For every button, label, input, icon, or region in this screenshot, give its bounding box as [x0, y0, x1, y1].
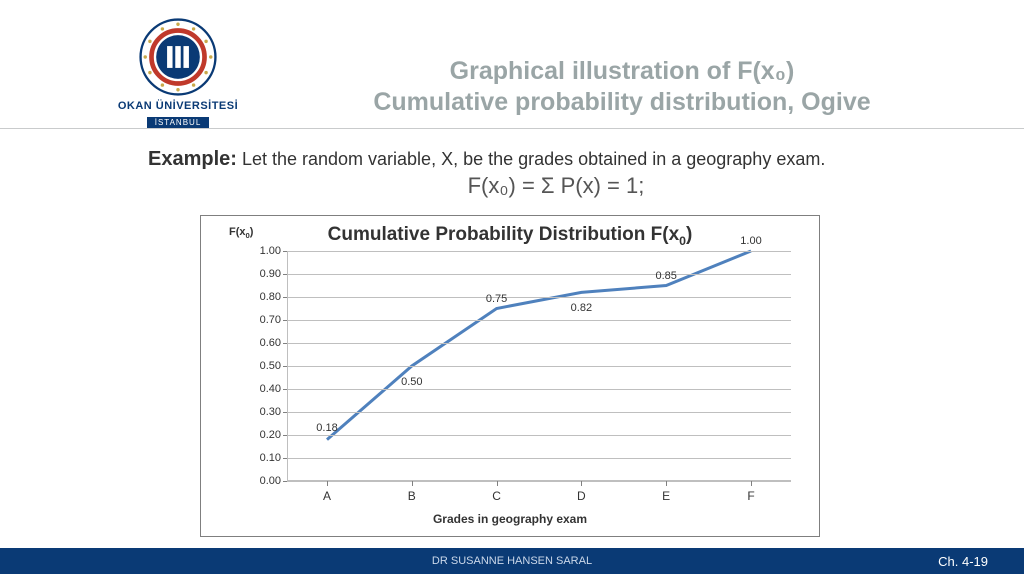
data-label: 1.00	[740, 235, 761, 247]
example-block: Example: Let the random variable, X, be …	[148, 148, 964, 199]
y-tick-label: 0.00	[260, 475, 281, 487]
y-tick-label: 0.40	[260, 383, 281, 395]
university-logo: OKAN ÜNİVERSİTESİ İSTANBUL	[98, 18, 258, 130]
data-label: 0.82	[571, 302, 592, 314]
example-text: Let the random variable, X, be the grade…	[242, 149, 825, 169]
y-tick-label: 0.80	[260, 291, 281, 303]
y-tick	[283, 366, 287, 367]
x-tick-label: A	[323, 489, 331, 503]
footer-author: DR SUSANNE HANSEN SARAL	[432, 555, 592, 567]
y-tick	[283, 389, 287, 390]
x-tick-label: D	[577, 489, 586, 503]
y-tick-label: 0.70	[260, 314, 281, 326]
y-tick-label: 0.50	[260, 360, 281, 372]
x-tick-label: B	[408, 489, 416, 503]
footer-chapter: Ch. 4-19	[938, 554, 988, 569]
logo-name: OKAN ÜNİVERSİTESİ	[98, 100, 258, 112]
y-tick	[283, 435, 287, 436]
logo-seal	[139, 18, 217, 96]
slide-title: Graphical illustration of F(x₀) Cumulati…	[260, 56, 984, 119]
title-divider	[0, 128, 1024, 129]
y-tick	[283, 412, 287, 413]
y-tick-label: 0.30	[260, 406, 281, 418]
y-tick	[283, 274, 287, 275]
x-tick	[412, 481, 413, 486]
x-tick	[497, 481, 498, 486]
y-tick-label: 0.60	[260, 337, 281, 349]
x-tick-label: E	[662, 489, 670, 503]
grid-line	[287, 481, 791, 482]
y-axis-title: F(x0)	[229, 226, 253, 240]
grid-line	[287, 435, 791, 436]
grid-line	[287, 320, 791, 321]
data-label: 0.18	[316, 422, 337, 434]
grid-line	[287, 251, 791, 252]
logo-subtitle: İSTANBUL	[147, 117, 210, 128]
y-tick-label: 0.20	[260, 429, 281, 441]
grid-line	[287, 366, 791, 367]
x-axis-title: Grades in geography exam	[201, 512, 819, 526]
x-tick	[581, 481, 582, 486]
y-tick	[283, 343, 287, 344]
x-tick	[666, 481, 667, 486]
y-tick-label: 1.00	[260, 245, 281, 257]
y-tick	[283, 297, 287, 298]
example-label: Example:	[148, 148, 237, 170]
x-tick	[751, 481, 752, 486]
plot-area: 0.000.100.200.300.400.500.600.700.800.90…	[287, 251, 791, 481]
grid-line	[287, 297, 791, 298]
chart-title: Cumulative Probability Distribution F(x0…	[201, 224, 819, 248]
y-tick-label: 0.90	[260, 268, 281, 280]
y-tick-label: 0.10	[260, 452, 281, 464]
grid-line	[287, 458, 791, 459]
y-tick	[283, 458, 287, 459]
x-tick	[327, 481, 328, 486]
title-line-2: Cumulative probability distribution, Ogi…	[260, 87, 984, 118]
y-tick	[283, 320, 287, 321]
grid-line	[287, 274, 791, 275]
data-label: 0.50	[401, 376, 422, 388]
grid-line	[287, 412, 791, 413]
x-tick-label: C	[492, 489, 501, 503]
grid-line	[287, 343, 791, 344]
data-label: 0.85	[655, 270, 676, 282]
x-tick-label: F	[747, 489, 754, 503]
y-tick	[283, 481, 287, 482]
data-label: 0.75	[486, 293, 507, 305]
grid-line	[287, 389, 791, 390]
ogive-chart: Cumulative Probability Distribution F(x0…	[200, 215, 820, 537]
slide-footer: DR SUSANNE HANSEN SARAL Ch. 4-19	[0, 548, 1024, 574]
title-line-1: Graphical illustration of F(x₀)	[260, 56, 984, 87]
formula: F(x₀) = Σ P(x) = 1;	[148, 173, 964, 199]
y-tick	[283, 251, 287, 252]
